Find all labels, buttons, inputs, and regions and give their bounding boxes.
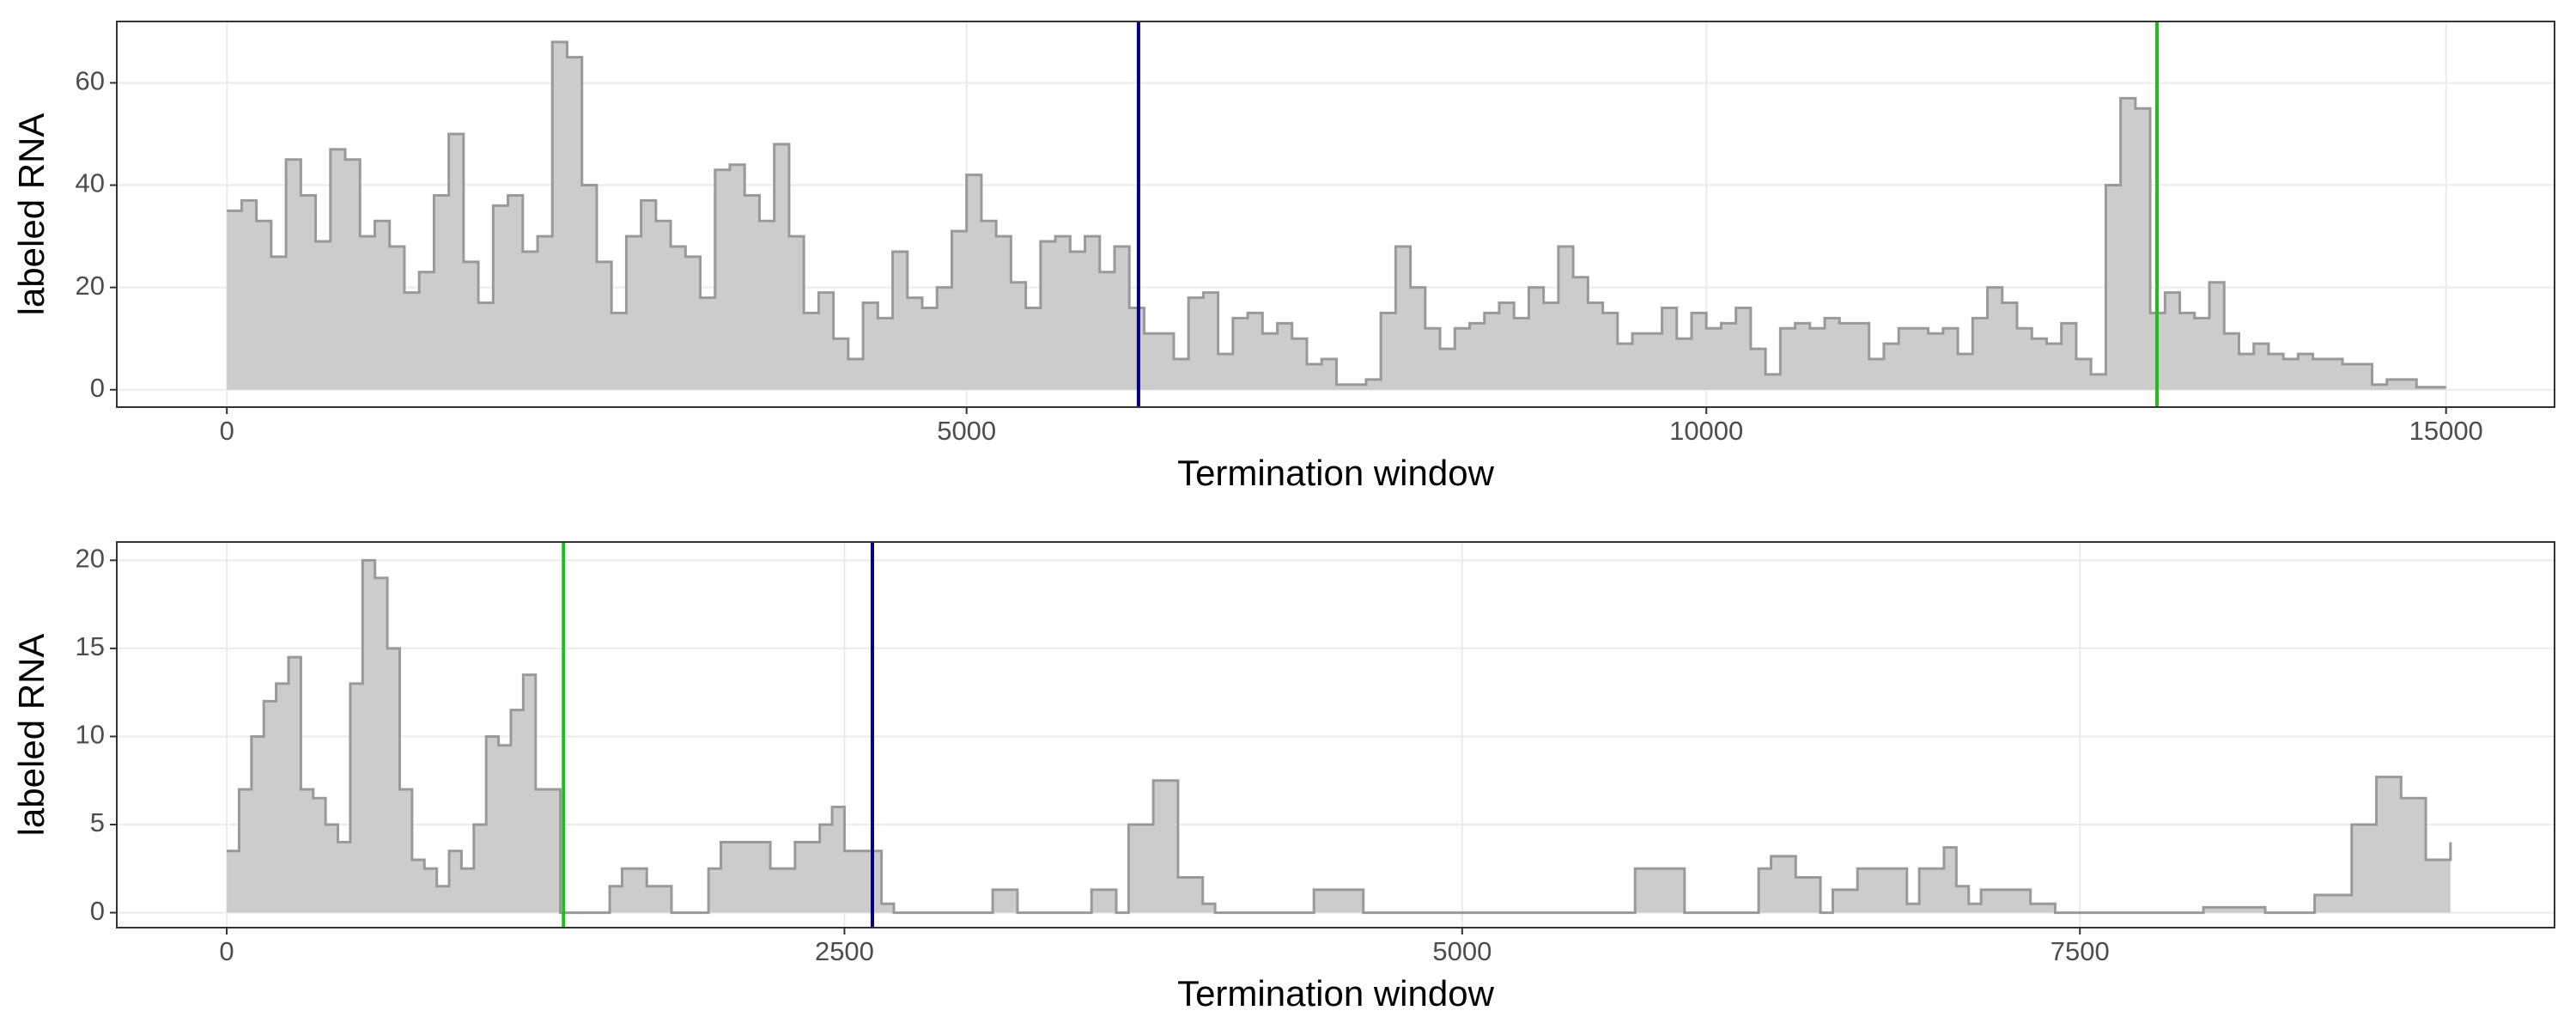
x-tick-label: 0 <box>220 416 234 446</box>
y-tick-label: 60 <box>76 66 105 96</box>
x-tick-label: 5000 <box>937 416 996 446</box>
y-tick-label: 20 <box>76 544 105 574</box>
y-tick-label: 0 <box>90 896 105 926</box>
x-axis-title: Termination window <box>1177 453 1495 493</box>
y-tick-label: 5 <box>90 807 105 837</box>
x-tick-label: 15000 <box>2409 416 2483 446</box>
line <box>227 40 2446 389</box>
x-tick-label: 10000 <box>1669 416 1743 446</box>
y-tick-label: 10 <box>76 720 105 750</box>
x-tick-label: 0 <box>219 936 234 966</box>
y-tick-label: 15 <box>76 631 105 661</box>
y-tick-label: 40 <box>76 168 105 198</box>
panel-border <box>116 21 2555 408</box>
x-tick-label: 5000 <box>1432 936 1492 966</box>
x-tick-label: 2500 <box>815 936 874 966</box>
x-tick-label: 7500 <box>2050 936 2110 966</box>
area <box>227 41 2446 390</box>
y-tick-label: 20 <box>76 271 105 301</box>
panel-border <box>116 541 2555 928</box>
x-axis-title: Termination window <box>1177 973 1495 1014</box>
line <box>227 558 2452 915</box>
y-axis-title: labeled RNA <box>11 113 52 316</box>
y-axis-title: labeled RNA <box>11 634 52 837</box>
y-tick-label: 0 <box>90 373 105 403</box>
